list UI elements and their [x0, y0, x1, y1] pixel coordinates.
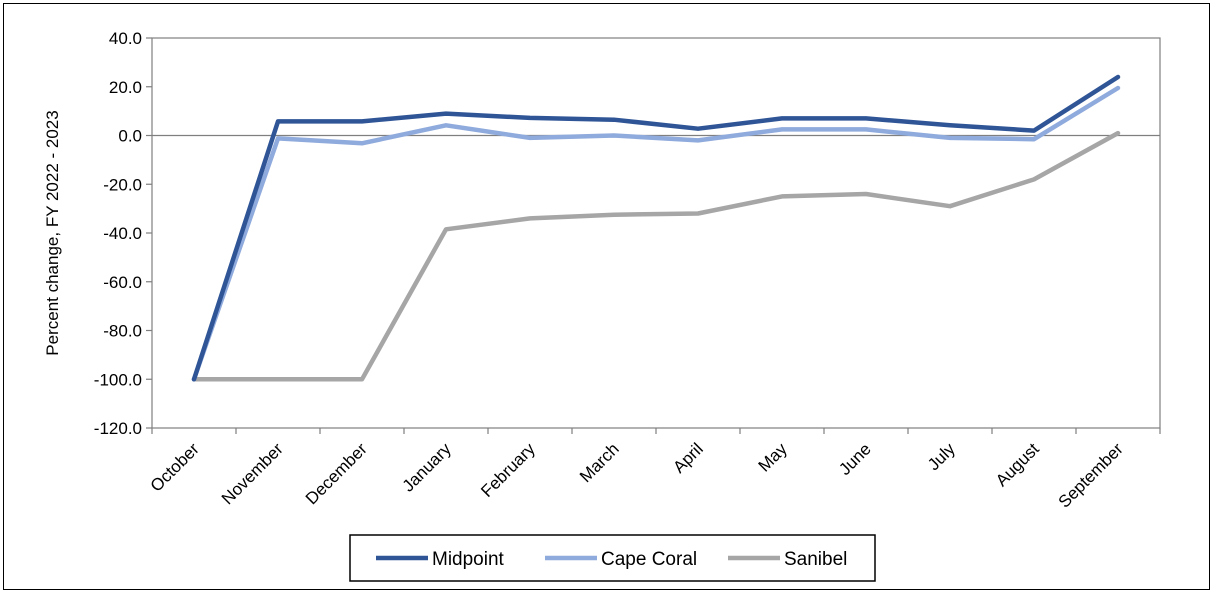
y-tick-label: -40.0	[103, 224, 142, 243]
legend-label-midpoint: Midpoint	[432, 549, 505, 570]
x-tick-label: June	[835, 439, 875, 479]
chart-frame	[3, 3, 1210, 590]
legend-label-cape-coral: Cape Coral	[601, 549, 697, 570]
y-tick-label: -60.0	[103, 273, 142, 292]
x-tick-label: May	[755, 439, 791, 475]
series-line-sanibel	[191, 130, 1121, 382]
x-tick-label: January	[399, 439, 456, 496]
y-tick-label: 20.0	[109, 78, 142, 97]
x-tick-label: March	[576, 439, 623, 486]
y-tick-label: -100.0	[94, 370, 142, 389]
y-tick-label: 40.0	[109, 29, 142, 48]
x-tick-label: July	[924, 439, 959, 474]
x-tick-label: February	[477, 439, 539, 501]
plot-area	[151, 37, 1161, 429]
series-line-cape-coral	[191, 85, 1121, 382]
x-tick-label: November	[218, 439, 287, 508]
y-tick-label: -20.0	[103, 175, 142, 194]
series-line-midpoint	[191, 74, 1121, 382]
y-tick-label: -80.0	[103, 322, 142, 341]
x-tick-label: August	[992, 439, 1043, 490]
x-tick-label: April	[669, 439, 706, 476]
x-tick-label: September	[1055, 439, 1127, 511]
y-tick-label: -120.0	[94, 419, 142, 438]
x-tick-label: October	[147, 439, 203, 495]
y-tick-label: 0.0	[118, 127, 142, 146]
legend-box	[349, 534, 876, 582]
legend-label-sanibel: Sanibel	[784, 549, 847, 570]
y-axis-title: Percent change, FY 2022 - 2023	[43, 110, 62, 355]
x-tick-label: December	[302, 439, 371, 508]
